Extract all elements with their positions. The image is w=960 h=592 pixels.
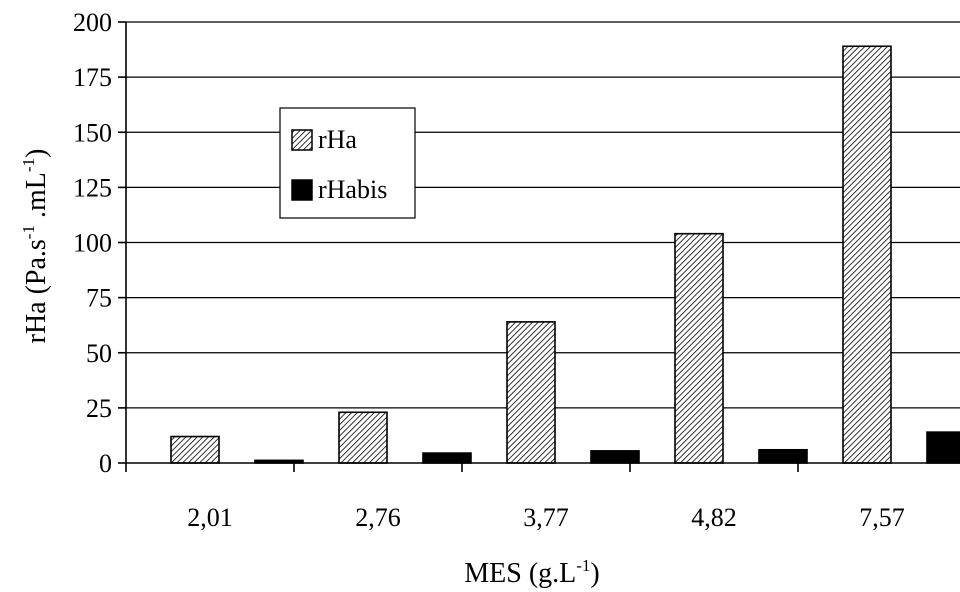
y-tick-label: 200 xyxy=(73,8,112,37)
y-tick-label: 150 xyxy=(73,118,112,147)
x-tick-label: 2,01 xyxy=(187,503,233,532)
y-tick-label: 175 xyxy=(73,63,112,92)
y-tick-label: 0 xyxy=(99,449,112,478)
x-tick-label: 4,82 xyxy=(691,503,737,532)
gridlines xyxy=(126,21,960,409)
x-tick-label: 2,76 xyxy=(355,503,401,532)
legend-swatch-rha xyxy=(291,129,313,151)
bar-rha xyxy=(506,321,556,464)
axes xyxy=(118,21,960,472)
bar-rha xyxy=(170,435,220,464)
bar-rhabis xyxy=(422,452,472,464)
x-tick-label: 7,57 xyxy=(859,503,905,532)
bar-rha xyxy=(674,232,724,464)
bar-rha xyxy=(842,45,892,464)
bar-rha xyxy=(338,411,388,464)
y-tick-label: 125 xyxy=(73,173,112,202)
bar-rhabis xyxy=(758,448,808,464)
y-tick-labels: 0 25 50 75 100 125 150 175 200 xyxy=(73,8,112,478)
y-tick-label: 50 xyxy=(86,339,112,368)
y-tick-label: 25 xyxy=(86,394,112,423)
bar-rhabis xyxy=(926,431,960,464)
y-axis-title: rHa (Pa.s-1 .mL-1) xyxy=(19,149,52,344)
legend-label-rhabis: rHabis xyxy=(318,175,387,204)
x-tick-label: 3,77 xyxy=(523,503,569,532)
legend-label-rha: rHa xyxy=(318,125,357,154)
x-axis-title: MES (g.L-1) xyxy=(464,556,600,589)
y-tick-label: 100 xyxy=(73,229,112,258)
legend: rHa rHabis xyxy=(279,107,416,219)
legend-swatch-rhabis xyxy=(291,179,313,201)
x-tick-labels: 2,01 2,76 3,77 4,82 7,57 xyxy=(187,503,905,532)
bar-rhabis xyxy=(590,450,640,464)
y-tick-label: 75 xyxy=(86,284,112,313)
